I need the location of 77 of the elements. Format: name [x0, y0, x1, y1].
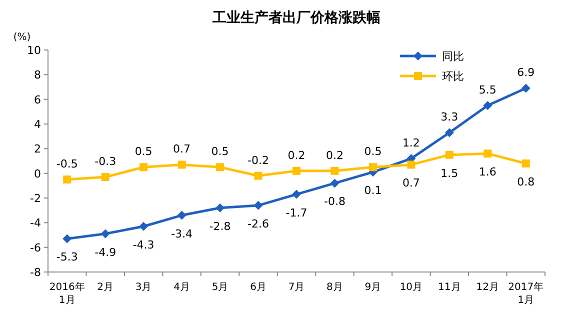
x-tick-label: 10月 — [400, 282, 423, 293]
data-label: -3.4 — [171, 227, 193, 240]
data-label: -0.5 — [56, 158, 78, 170]
point — [445, 150, 454, 159]
legend-label: 同比 — [442, 50, 464, 63]
data-label: 0.2 — [288, 148, 306, 162]
x-tick-label: 4月 — [174, 282, 190, 293]
data-label: -0.2 — [248, 154, 270, 167]
data-label: -0.3 — [94, 155, 116, 168]
data-label: 0.5 — [134, 145, 152, 158]
point — [139, 222, 148, 231]
point — [101, 173, 110, 182]
data-label: 6.9 — [517, 66, 535, 80]
data-label: 1.6 — [478, 166, 496, 179]
x-tick-label: 6月 — [250, 282, 266, 293]
point — [330, 166, 339, 175]
data-label: -1.7 — [286, 206, 308, 220]
x-tick-label: 2016年 1月 — [49, 281, 85, 306]
data-label: 5.5 — [478, 84, 496, 96]
point — [407, 160, 416, 169]
data-label: 1.5 — [440, 166, 458, 180]
point — [62, 234, 72, 244]
x-tick-label: 3月 — [135, 282, 152, 293]
point — [292, 166, 300, 175]
y-tick-label: 2 — [34, 142, 41, 156]
point — [483, 101, 492, 110]
point — [63, 176, 72, 184]
y-axis-title: (%) — [13, 32, 31, 43]
x-tick-label: 8月 — [326, 282, 343, 293]
point — [522, 159, 530, 168]
y-tick-label: 0 — [34, 167, 41, 180]
y-tick-label: -6 — [30, 241, 41, 254]
point — [444, 128, 454, 138]
data-label: -2.8 — [209, 220, 231, 233]
y-tick-label: 8 — [34, 68, 41, 82]
x-tick-label: 2017年 1月 — [508, 281, 544, 306]
x-tick-label: 9月 — [364, 282, 382, 293]
x-tick-label: 5月 — [212, 282, 228, 293]
y-tick-label: 10 — [27, 44, 41, 57]
x-tick-label: 7月 — [288, 282, 305, 293]
data-label: 0.5 — [364, 145, 382, 158]
x-tick-label: 2月 — [97, 282, 114, 293]
point — [254, 172, 262, 180]
y-tick-label: 4 — [34, 118, 41, 131]
legend-label: 环比 — [442, 70, 464, 83]
point — [216, 203, 225, 212]
data-label: -4.3 — [132, 238, 154, 252]
y-tick-label: 6 — [34, 93, 41, 106]
chart-title: 工业生产者出厂价格涨跌幅 — [212, 9, 380, 26]
point — [177, 210, 186, 220]
data-label: 1.2 — [402, 136, 420, 150]
data-label: 0.1 — [364, 184, 382, 198]
point — [254, 200, 263, 210]
x-tick-label: 12月 — [476, 282, 500, 293]
data-label: 0.8 — [517, 175, 535, 188]
point — [216, 163, 224, 172]
data-label: 3.3 — [440, 110, 458, 124]
data-label: -5.3 — [56, 250, 78, 264]
data-label: -4.9 — [94, 246, 116, 259]
data-label: -0.8 — [324, 195, 346, 208]
point — [484, 150, 492, 158]
y-tick-label: -2 — [30, 192, 41, 205]
y-tick-label: -8 — [30, 266, 41, 279]
point — [292, 190, 301, 199]
data-label: 0.2 — [326, 148, 344, 162]
data-label: 0.5 — [211, 145, 229, 158]
y-tick-label: -4 — [30, 216, 41, 230]
point — [330, 178, 340, 188]
data-label: 0.7 — [402, 176, 420, 190]
point — [368, 163, 377, 172]
data-label: -2.6 — [248, 217, 270, 230]
x-tick-label: 11月 — [438, 282, 461, 293]
data-label: 0.7 — [173, 142, 191, 156]
point — [100, 229, 110, 238]
point — [178, 160, 186, 169]
point — [521, 84, 530, 93]
point — [140, 163, 148, 172]
